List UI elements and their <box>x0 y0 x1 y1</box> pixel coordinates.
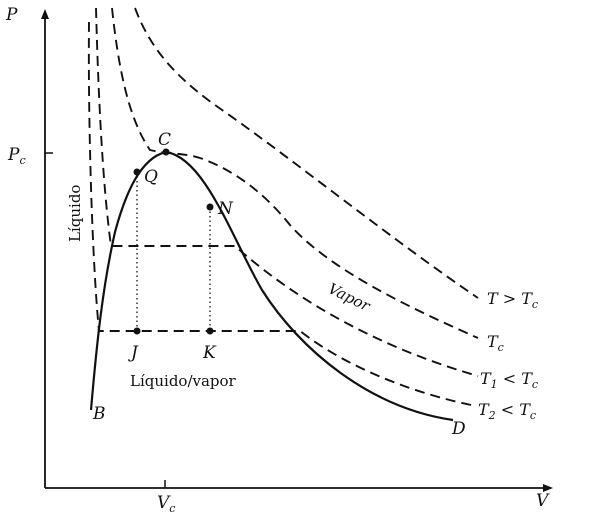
saturation-dome <box>89 150 454 422</box>
label-t2-below-tc: T2 < Tc <box>478 400 536 422</box>
point-n-marker <box>206 203 214 211</box>
point-c-label: C <box>158 130 171 150</box>
isotherm-tc <box>111 7 479 339</box>
label-t1-below-tc: T1 < Tc <box>480 369 538 391</box>
isotherm-t-above-tc <box>134 7 479 299</box>
point-k-label: K <box>202 343 217 363</box>
point-j-marker <box>133 327 141 335</box>
point-j-label: J <box>128 343 139 363</box>
y-axis-label: P <box>5 5 18 25</box>
x-axis-label: V <box>536 491 550 511</box>
pc-label: Pc <box>7 145 26 167</box>
point-k-marker <box>206 327 214 335</box>
mixture-region-label: Líquido/vapor <box>130 372 237 390</box>
vapor-region-label: Vapor <box>325 279 373 315</box>
liquid-region-label: Líquido <box>66 185 84 242</box>
isotherm-t1 <box>95 7 479 377</box>
point-q-label: Q <box>144 167 158 187</box>
isotherm-t2 <box>87 21 477 407</box>
point-d-label: D <box>451 419 466 439</box>
label-t-above-tc: T > Tc <box>487 289 538 311</box>
vc-label: Vc <box>157 493 175 514</box>
point-n-label: N <box>217 199 234 219</box>
critical-point-marker <box>162 148 170 156</box>
point-b-label: B <box>92 404 106 424</box>
label-tc: Tc <box>487 332 504 354</box>
point-q-marker <box>133 168 141 176</box>
